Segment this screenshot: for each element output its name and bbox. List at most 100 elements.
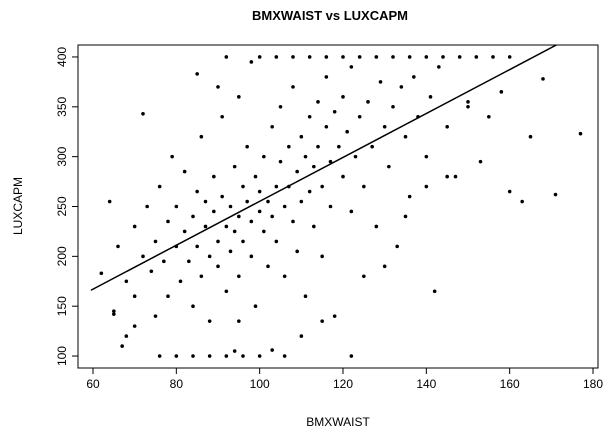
point bbox=[170, 154, 174, 159]
point bbox=[357, 55, 362, 59]
point bbox=[237, 274, 241, 279]
point bbox=[241, 354, 245, 358]
point bbox=[249, 60, 254, 64]
point bbox=[320, 184, 324, 189]
point bbox=[253, 174, 258, 179]
point bbox=[412, 75, 416, 79]
point bbox=[341, 55, 345, 59]
point bbox=[282, 354, 287, 358]
x-tick-label: 160 bbox=[500, 377, 520, 391]
point bbox=[207, 254, 212, 259]
point bbox=[357, 114, 362, 119]
point bbox=[182, 169, 187, 174]
point bbox=[337, 144, 341, 149]
point bbox=[316, 100, 320, 104]
point bbox=[424, 154, 429, 159]
point bbox=[378, 80, 383, 84]
point bbox=[362, 274, 366, 279]
x-axis-label: BMXWAIST bbox=[306, 415, 370, 429]
point bbox=[157, 354, 162, 358]
point bbox=[257, 354, 262, 358]
point bbox=[303, 154, 308, 159]
point bbox=[262, 154, 266, 159]
point bbox=[191, 354, 195, 358]
x-tick-label: 80 bbox=[170, 377, 184, 391]
point bbox=[353, 154, 358, 159]
point bbox=[220, 194, 224, 199]
point bbox=[382, 124, 387, 129]
point bbox=[124, 334, 129, 338]
point bbox=[141, 111, 145, 116]
point bbox=[282, 274, 287, 279]
point bbox=[232, 349, 237, 353]
point bbox=[120, 344, 124, 348]
point bbox=[195, 189, 199, 194]
point bbox=[270, 214, 274, 219]
y-axis-label: LUXCAPM bbox=[11, 177, 25, 235]
point bbox=[232, 229, 237, 234]
point bbox=[466, 100, 470, 104]
point bbox=[291, 219, 295, 224]
point bbox=[195, 244, 199, 249]
point bbox=[328, 204, 333, 209]
point bbox=[216, 264, 220, 269]
point bbox=[132, 224, 137, 229]
point bbox=[466, 105, 470, 109]
point bbox=[453, 174, 458, 179]
y-tick-label: 200 bbox=[55, 246, 69, 266]
point bbox=[124, 279, 129, 284]
point bbox=[407, 55, 412, 59]
point bbox=[224, 289, 229, 294]
point bbox=[303, 294, 308, 299]
point bbox=[445, 174, 449, 179]
point bbox=[370, 144, 374, 149]
y-tick-label: 100 bbox=[55, 346, 69, 366]
point bbox=[199, 274, 204, 279]
point bbox=[341, 95, 345, 99]
point bbox=[307, 55, 312, 59]
point bbox=[153, 314, 158, 318]
point bbox=[178, 279, 183, 284]
point bbox=[207, 354, 212, 358]
y-tick-label: 400 bbox=[55, 47, 69, 67]
point bbox=[274, 55, 279, 59]
point bbox=[212, 209, 216, 214]
point bbox=[391, 105, 395, 109]
x-tick-label: 140 bbox=[416, 377, 436, 391]
point bbox=[278, 105, 283, 109]
point bbox=[266, 199, 270, 204]
point bbox=[245, 144, 249, 149]
point bbox=[191, 304, 195, 308]
point bbox=[262, 229, 266, 234]
point bbox=[328, 159, 333, 164]
point bbox=[474, 55, 479, 59]
point bbox=[203, 224, 208, 229]
point bbox=[224, 224, 229, 229]
point bbox=[341, 174, 345, 179]
point bbox=[274, 184, 279, 189]
point bbox=[441, 55, 445, 59]
point bbox=[112, 312, 116, 316]
point bbox=[299, 334, 304, 338]
point bbox=[399, 85, 404, 89]
point bbox=[145, 204, 149, 209]
point bbox=[457, 55, 462, 59]
point bbox=[257, 209, 262, 214]
y-tick-label: 350 bbox=[55, 96, 69, 116]
point bbox=[224, 55, 229, 59]
chart-title: BMXWAIST vs LUXCAPM bbox=[252, 8, 408, 23]
x-tick-label: 180 bbox=[583, 377, 603, 391]
point bbox=[99, 271, 104, 276]
point bbox=[112, 309, 116, 313]
point bbox=[307, 189, 312, 194]
point bbox=[491, 55, 495, 59]
point bbox=[237, 214, 241, 219]
fit-line bbox=[90, 45, 557, 291]
point bbox=[407, 194, 412, 199]
point bbox=[203, 199, 208, 204]
point bbox=[316, 144, 320, 149]
point bbox=[237, 95, 241, 99]
point bbox=[162, 259, 166, 264]
point bbox=[207, 319, 212, 323]
point bbox=[507, 55, 512, 59]
